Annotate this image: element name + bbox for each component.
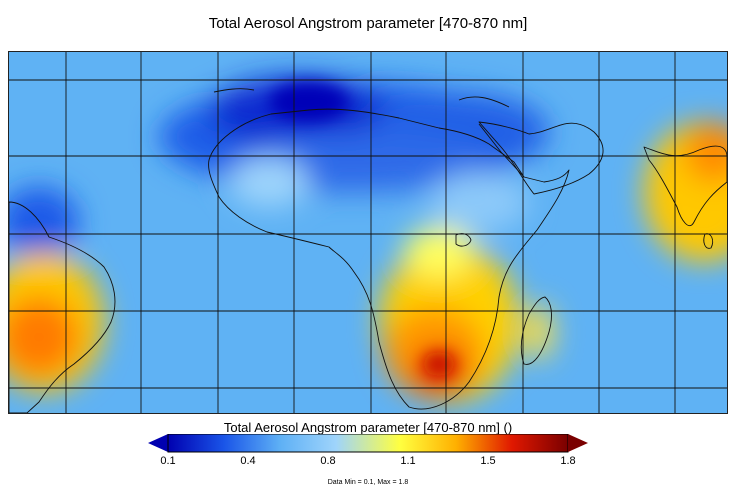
graticule bbox=[9, 52, 727, 413]
colorbar-tick-label: 1.1 bbox=[400, 455, 416, 467]
colorbar-max-arrow bbox=[568, 434, 588, 452]
aerosol-map bbox=[9, 52, 727, 413]
data-field bbox=[9, 52, 727, 413]
colorbar-tick-label: 1.5 bbox=[480, 455, 496, 467]
colorbar-gradient bbox=[167, 434, 569, 453]
colorbar-tick-label: 0.4 bbox=[240, 455, 256, 467]
colorbar-tick-label: 0.1 bbox=[160, 455, 176, 467]
coastlines bbox=[9, 88, 727, 413]
map-title: Total Aerosol Angstrom parameter [470-87… bbox=[208, 15, 528, 32]
data-range-note: Data Min = 0.1, Max = 1.8 bbox=[327, 479, 409, 486]
map-frame bbox=[8, 51, 728, 414]
colorbar-title: Total Aerosol Angstrom parameter [470-87… bbox=[223, 420, 513, 435]
colorbar-tick-label: 1.8 bbox=[560, 455, 576, 467]
colorbar-min-arrow bbox=[148, 434, 168, 452]
colorbar bbox=[148, 434, 588, 453]
colorbar-tick-label: 0.8 bbox=[320, 455, 336, 467]
